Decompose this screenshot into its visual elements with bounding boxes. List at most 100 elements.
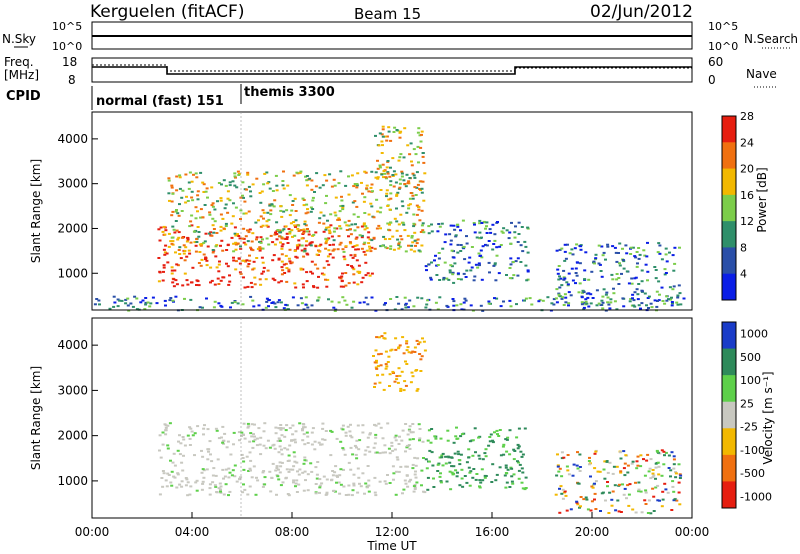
scatter-cell	[459, 244, 463, 246]
scatter-cell	[416, 457, 420, 460]
scatter-cell	[285, 236, 289, 239]
scatter-cell	[229, 453, 233, 456]
scatter-cell	[363, 241, 367, 244]
scatter-cell	[294, 286, 298, 289]
scatter-cell	[575, 500, 579, 503]
scatter-cell	[485, 225, 488, 228]
scatter-cell	[255, 177, 259, 180]
scatter-cell	[377, 224, 381, 227]
scatter-cell	[340, 279, 344, 282]
scatter-cell	[411, 375, 415, 378]
scatter-cell	[248, 467, 252, 470]
scatter-cell	[204, 258, 207, 261]
scatter-cell	[404, 482, 408, 485]
scatter-cell	[262, 183, 266, 186]
scatter-cell	[515, 303, 518, 306]
scatter-cell	[368, 274, 372, 277]
scatter-cell	[402, 156, 406, 159]
scatter-cell	[309, 244, 313, 247]
scatter-cell	[583, 301, 587, 304]
scatter-cell	[656, 251, 660, 254]
scatter-cell	[306, 489, 310, 492]
scatter-cell	[505, 229, 509, 232]
scatter-cell	[171, 210, 175, 213]
nsearch-tick-bottom: 10^0	[708, 40, 738, 53]
scatter-cell	[429, 276, 433, 279]
scatter-cell	[578, 262, 582, 265]
scatter-cell	[436, 470, 440, 472]
scatter-cell	[411, 197, 415, 200]
scatter-cell	[465, 242, 469, 245]
scatter-cell	[327, 249, 331, 252]
scatter-cell	[406, 485, 410, 488]
scatter-cell	[220, 436, 223, 439]
nave-label: Nave	[746, 67, 777, 81]
scatter-cell	[496, 221, 499, 223]
scatter-cell	[313, 191, 316, 193]
scatter-cell	[277, 478, 281, 481]
scatter-cell	[478, 264, 481, 267]
scatter-cell	[637, 247, 641, 249]
scatter-cell	[628, 300, 632, 303]
scatter-cell	[559, 295, 563, 298]
scatter-cell	[457, 459, 461, 462]
scatter-cell	[372, 446, 376, 449]
scatter-cell	[408, 429, 412, 432]
scatter-cell	[178, 246, 182, 249]
scatter-cell	[422, 457, 425, 459]
scatter-cell	[635, 251, 639, 253]
scatter-cell	[187, 249, 191, 252]
scatter-cell	[338, 276, 342, 279]
scatter-cell	[451, 273, 455, 276]
scatter-cell	[625, 252, 629, 255]
scatter-cell	[501, 231, 505, 234]
scatter-cell	[180, 485, 184, 488]
scatter-cell	[260, 256, 264, 259]
scatter-cell	[273, 279, 277, 282]
scatter-cell	[369, 250, 373, 253]
scatter-cell	[374, 433, 378, 436]
scatter-cell	[494, 479, 498, 482]
scatter-cell	[281, 229, 285, 232]
scatter-cell	[330, 185, 334, 188]
scatter-cell	[275, 189, 279, 192]
scatter-cell	[204, 256, 208, 259]
scatter-cell	[343, 299, 347, 302]
scatter-cell	[158, 434, 162, 437]
scatter-cell	[390, 441, 394, 444]
scatter-cell	[589, 475, 592, 478]
scatter-cell	[664, 451, 668, 454]
scatter-cell	[344, 494, 348, 496]
scatter-cell	[233, 226, 237, 229]
scatter-cell	[206, 458, 210, 461]
scatter-cell	[331, 474, 335, 477]
scatter-cell	[219, 491, 223, 494]
scatter-cell	[414, 476, 418, 479]
scatter-cell	[407, 180, 411, 183]
scatter-cell	[375, 227, 379, 230]
scatter-cell	[399, 130, 403, 133]
scatter-cell	[232, 431, 236, 434]
scatter-cell	[353, 253, 357, 256]
scatter-cell	[565, 465, 569, 468]
scatter-cell	[413, 346, 417, 349]
scatter-cell	[433, 435, 437, 438]
scatter-cell	[164, 429, 168, 432]
scatter-cell	[610, 498, 614, 501]
scatter-cell	[210, 186, 214, 189]
scatter-cell	[329, 454, 333, 457]
scatter-cell	[177, 214, 181, 217]
scatter-cell	[460, 468, 464, 471]
scatter-cell	[190, 180, 194, 183]
scatter-cell	[399, 235, 403, 238]
scatter-cell	[347, 219, 351, 222]
scatter-cell	[679, 474, 683, 477]
scatter-cell	[450, 471, 454, 474]
scatter-cell	[255, 476, 258, 479]
scatter-cell	[373, 386, 376, 388]
scatter-cell	[619, 470, 623, 473]
scatter-cell	[233, 175, 237, 178]
scatter-cell	[567, 304, 570, 307]
scatter-cell	[261, 247, 265, 250]
scatter-cell	[610, 504, 614, 507]
